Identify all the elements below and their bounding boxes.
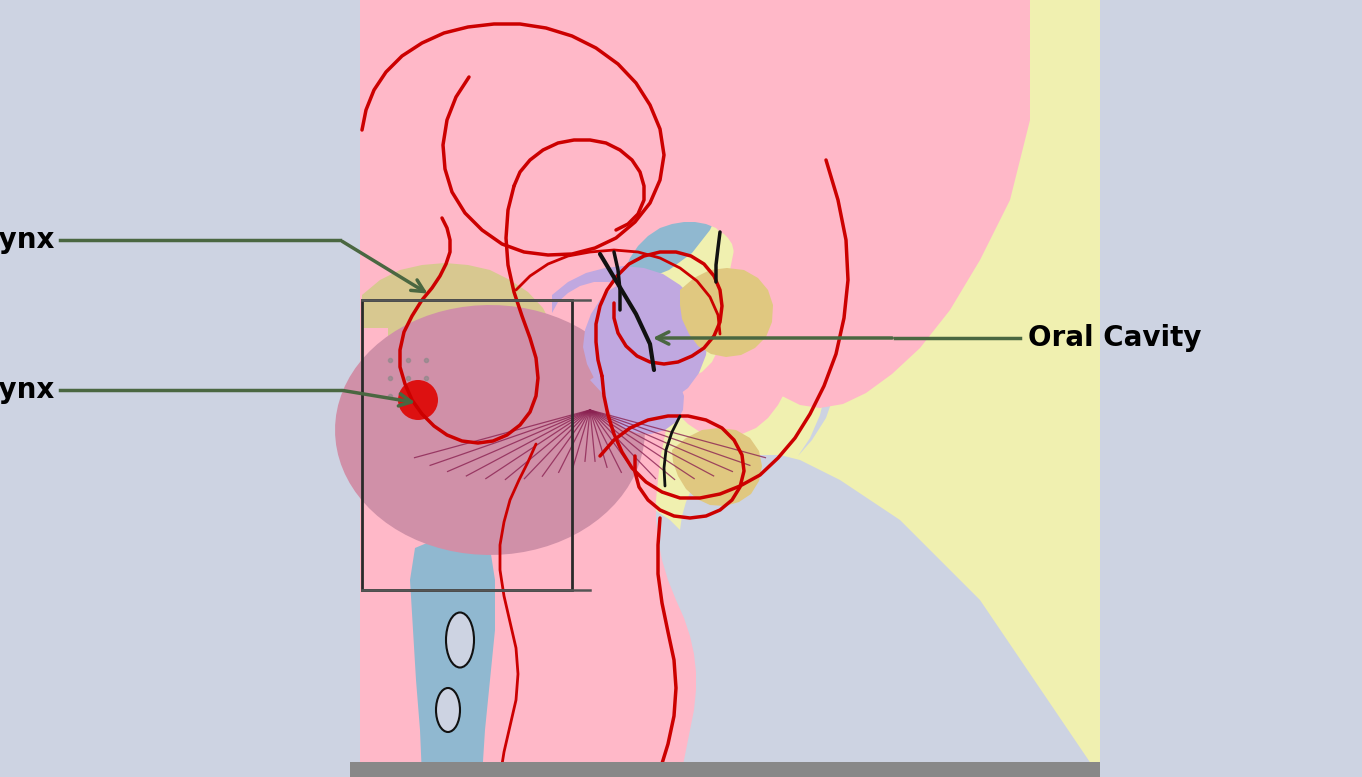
Polygon shape [500, 0, 1100, 777]
Polygon shape [552, 266, 708, 406]
Text: Nasopharynx: Nasopharynx [0, 226, 54, 254]
Polygon shape [362, 424, 537, 548]
Circle shape [398, 380, 439, 420]
Ellipse shape [445, 612, 474, 667]
Polygon shape [360, 0, 500, 777]
Polygon shape [362, 30, 726, 286]
Polygon shape [410, 538, 494, 777]
Text: Oropharynx: Oropharynx [0, 376, 54, 404]
Polygon shape [350, 762, 1100, 777]
Polygon shape [590, 362, 684, 434]
Polygon shape [335, 305, 646, 555]
Bar [362, 300, 572, 590]
Polygon shape [360, 0, 1030, 777]
Text: Oral Cavity: Oral Cavity [1028, 324, 1201, 352]
Polygon shape [362, 263, 554, 414]
Polygon shape [680, 268, 774, 357]
Polygon shape [671, 428, 761, 506]
Ellipse shape [436, 688, 460, 732]
